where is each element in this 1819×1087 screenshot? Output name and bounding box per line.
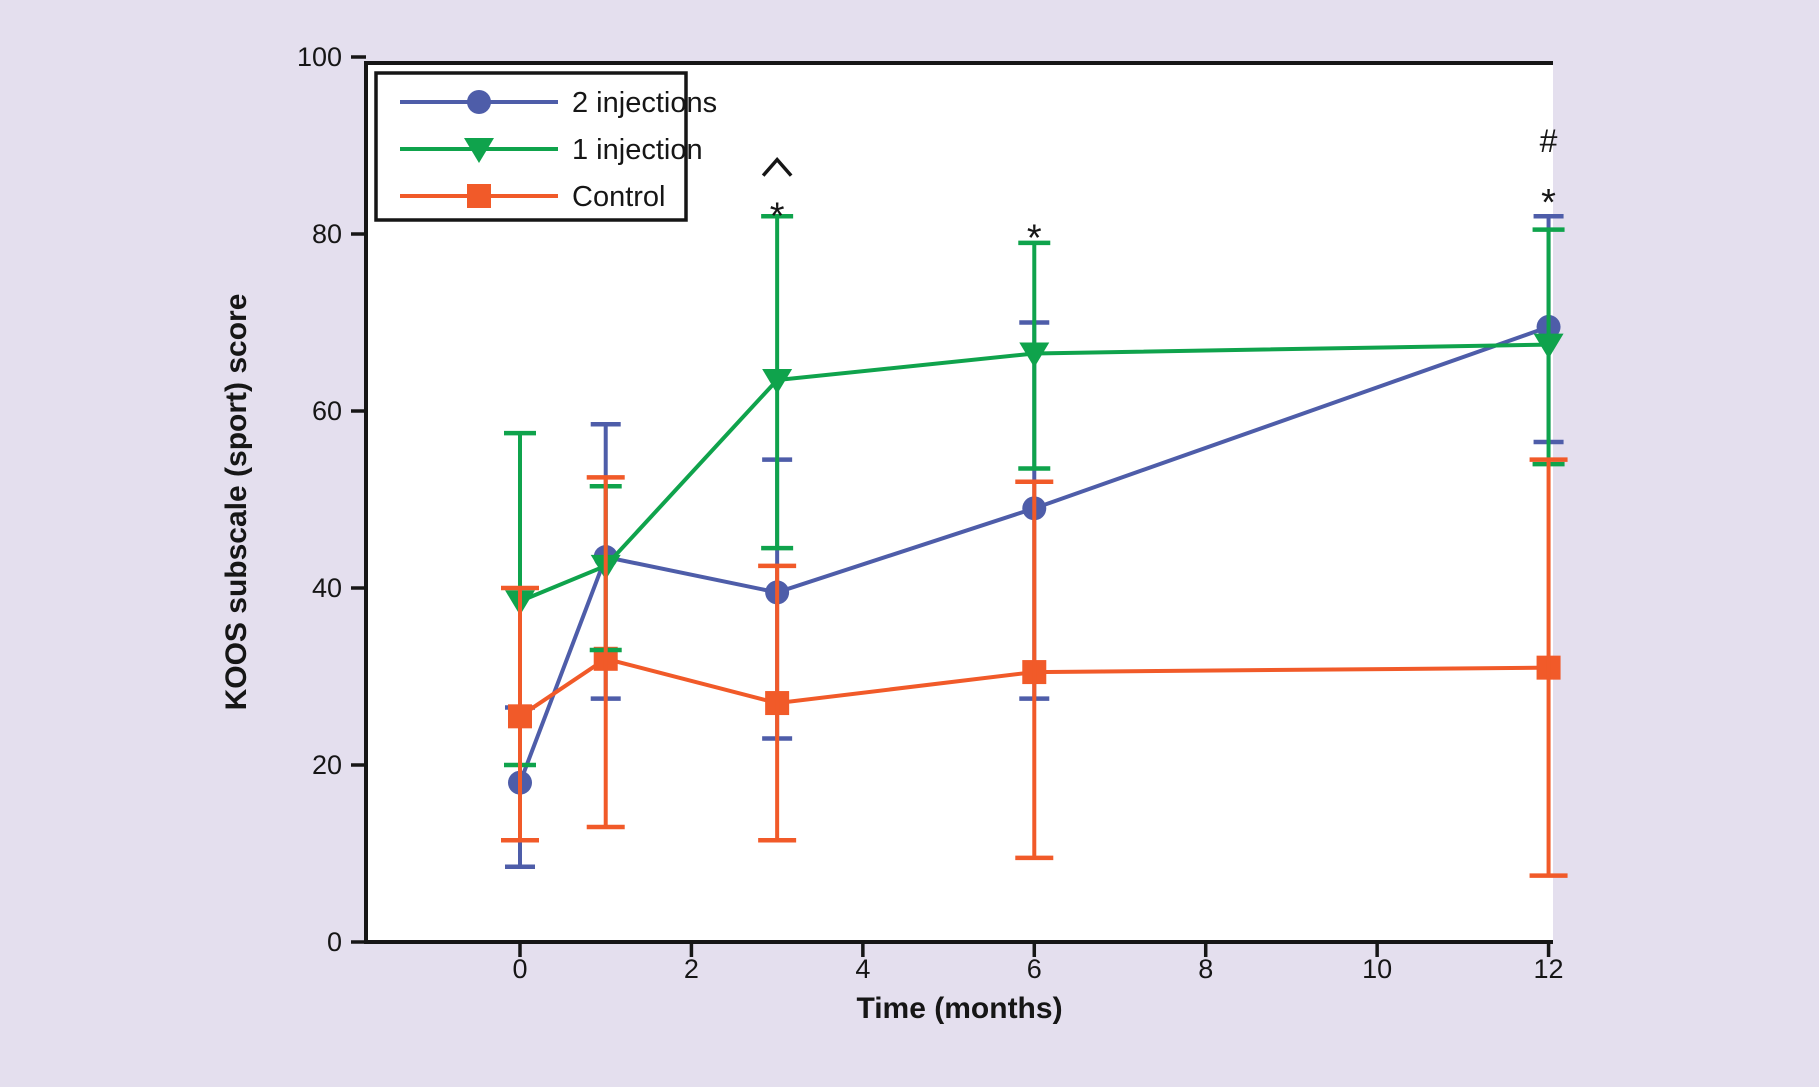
y-axis: 0 20 40 60 80 100 [297,42,366,957]
data-point-1-injection-month-3 [762,369,793,395]
y-tick-label: 60 [312,396,342,426]
hash-annotation: # [1540,123,1558,159]
x-axis-title: Time (months) [856,992,1062,1025]
asterisk-annotation: * [1027,218,1042,260]
legend-label: 1 injection [572,134,703,166]
y-tick-label: 100 [297,42,342,72]
y-tick-label: 20 [312,750,342,780]
legend-circle-marker-icon [467,90,491,114]
x-tick-label: 6 [1027,954,1042,984]
legend-item-control: Control [400,181,666,213]
x-tick-label: 0 [512,954,527,984]
x-tick-label: 4 [855,954,870,984]
annotations: * * # * [761,123,1558,260]
data-point-1-injection-month-12 [1533,333,1564,359]
legend-label: 2 injections [572,87,717,119]
legend-label: Control [572,181,666,213]
legend-triangle-marker-icon [464,138,494,163]
legend-item-2-injections: 2 injections [400,87,717,119]
error-bars-control [501,457,1568,878]
legend: 2 injections 1 injection Control [374,71,717,222]
legend-item-1-injection: 1 injection [400,134,703,166]
caret-annotation [761,156,793,177]
x-tick-label: 2 [684,954,699,984]
legend-square-marker-icon [467,184,491,208]
x-tick-label: 10 [1362,954,1392,984]
x-axis: 0 2 4 6 8 10 12 [512,942,1564,984]
y-axis-title: KOOS subscale (sport) score [220,294,253,711]
x-tick-label: 12 [1534,954,1564,984]
data-point-1-injection-month-6 [1019,342,1050,368]
y-tick-label: 40 [312,573,342,603]
y-tick-label: 0 [327,927,342,957]
y-tick-label: 80 [312,219,342,249]
axes-frame [364,61,1553,944]
asterisk-annotation: * [1541,182,1556,224]
x-tick-label: 8 [1198,954,1213,984]
asterisk-annotation: * [770,195,785,237]
